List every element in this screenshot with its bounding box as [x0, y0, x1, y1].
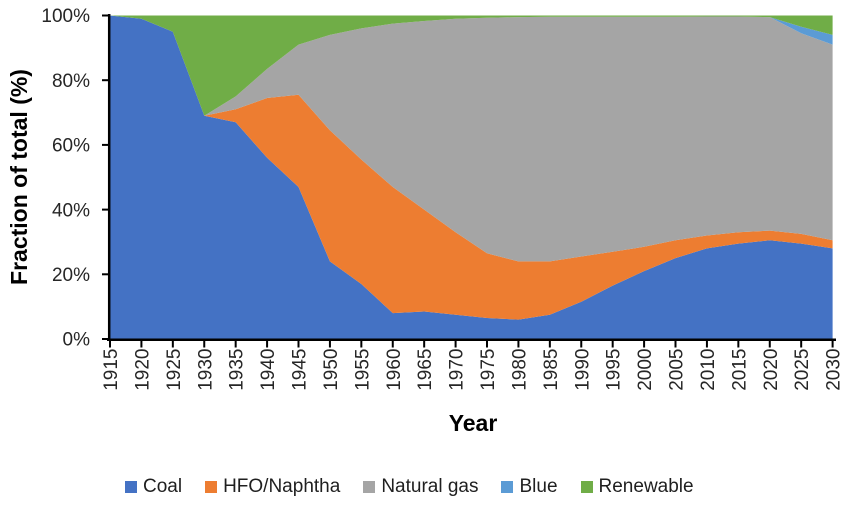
legend-item-renewable: Renewable: [580, 476, 694, 498]
x-tick-label: 2000: [635, 349, 656, 391]
area-coal: [110, 15, 833, 339]
y-axis-title: Fraction of total (%): [6, 69, 32, 285]
x-tick-label: 1980: [509, 349, 530, 391]
x-tick-label: 2025: [792, 349, 813, 391]
area-renewable: [110, 15, 833, 116]
x-tick-label: 2010: [698, 349, 719, 391]
legend-swatch-icon: [501, 481, 514, 493]
x-tick-label: 1960: [384, 349, 405, 391]
legend-label: HFO/Naphtha: [223, 476, 341, 497]
tick-labels-group: 0% 20% 40% 60% 80% 100% 1915 1920 1925 1930 1935 19…: [41, 6, 844, 391]
x-tick-label: 1965: [415, 349, 436, 391]
legend-label: Renewable: [598, 476, 694, 497]
x-tick-label: 1915: [101, 349, 122, 391]
legend-swatch-icon: [363, 481, 376, 493]
legend-item-hfo-naphtha: HFO/Naphtha: [205, 476, 340, 498]
area-hfo-naphtha: [110, 15, 833, 320]
axes-group: [102, 14, 836, 348]
y-tick-label: 80%: [52, 71, 90, 92]
area-series-group: [110, 15, 833, 339]
x-tick-label: 1985: [541, 349, 562, 391]
legend: Coal HFO/Naphtha Natural gas Blue Renewable: [125, 476, 694, 498]
legend-label: Coal: [143, 476, 183, 497]
x-tick-label: 1940: [258, 349, 279, 391]
x-tick-label: 1990: [572, 349, 593, 391]
x-tick-label: 1970: [447, 349, 468, 391]
legend-swatch-icon: [580, 481, 593, 493]
x-tick-label: 1995: [604, 349, 625, 391]
legend-label: Natural gas: [381, 476, 479, 497]
y-tick-label: 40%: [52, 200, 90, 221]
x-tick-label: 1975: [478, 349, 499, 391]
legend-item-natural-gas: Natural gas: [363, 476, 478, 498]
x-tick-label: 1955: [352, 349, 373, 391]
legend-label: Blue: [519, 476, 558, 497]
x-tick-label: 2020: [761, 349, 782, 391]
legend-item-coal: Coal: [125, 476, 182, 498]
x-tick-label: 1920: [132, 349, 153, 391]
x-tick-label: 1945: [290, 349, 311, 391]
x-tick-label: 1930: [195, 349, 216, 391]
legend-item-blue: Blue: [501, 476, 558, 498]
y-tick-label: 20%: [52, 265, 90, 286]
x-tick-label: 2030: [824, 349, 845, 391]
x-tick-label: 1925: [164, 349, 185, 391]
y-tick-label: 100%: [41, 6, 90, 27]
legend-swatch-icon: [205, 481, 218, 493]
x-tick-label: 2015: [729, 349, 750, 391]
y-tick-label: 0%: [63, 330, 91, 351]
x-tick-label: 1950: [321, 349, 342, 391]
legend-swatch-icon: [125, 481, 137, 493]
chart-plot-area: 0% 20% 40% 60% 80% 100% 1915 1920 1925 1930 1935 19…: [6, 6, 845, 436]
x-axis-title: Year: [449, 410, 498, 436]
y-tick-label: 60%: [52, 136, 90, 157]
area-natural-gas: [110, 15, 833, 262]
x-tick-label: 2005: [667, 349, 688, 391]
x-tick-label: 1935: [227, 349, 248, 391]
